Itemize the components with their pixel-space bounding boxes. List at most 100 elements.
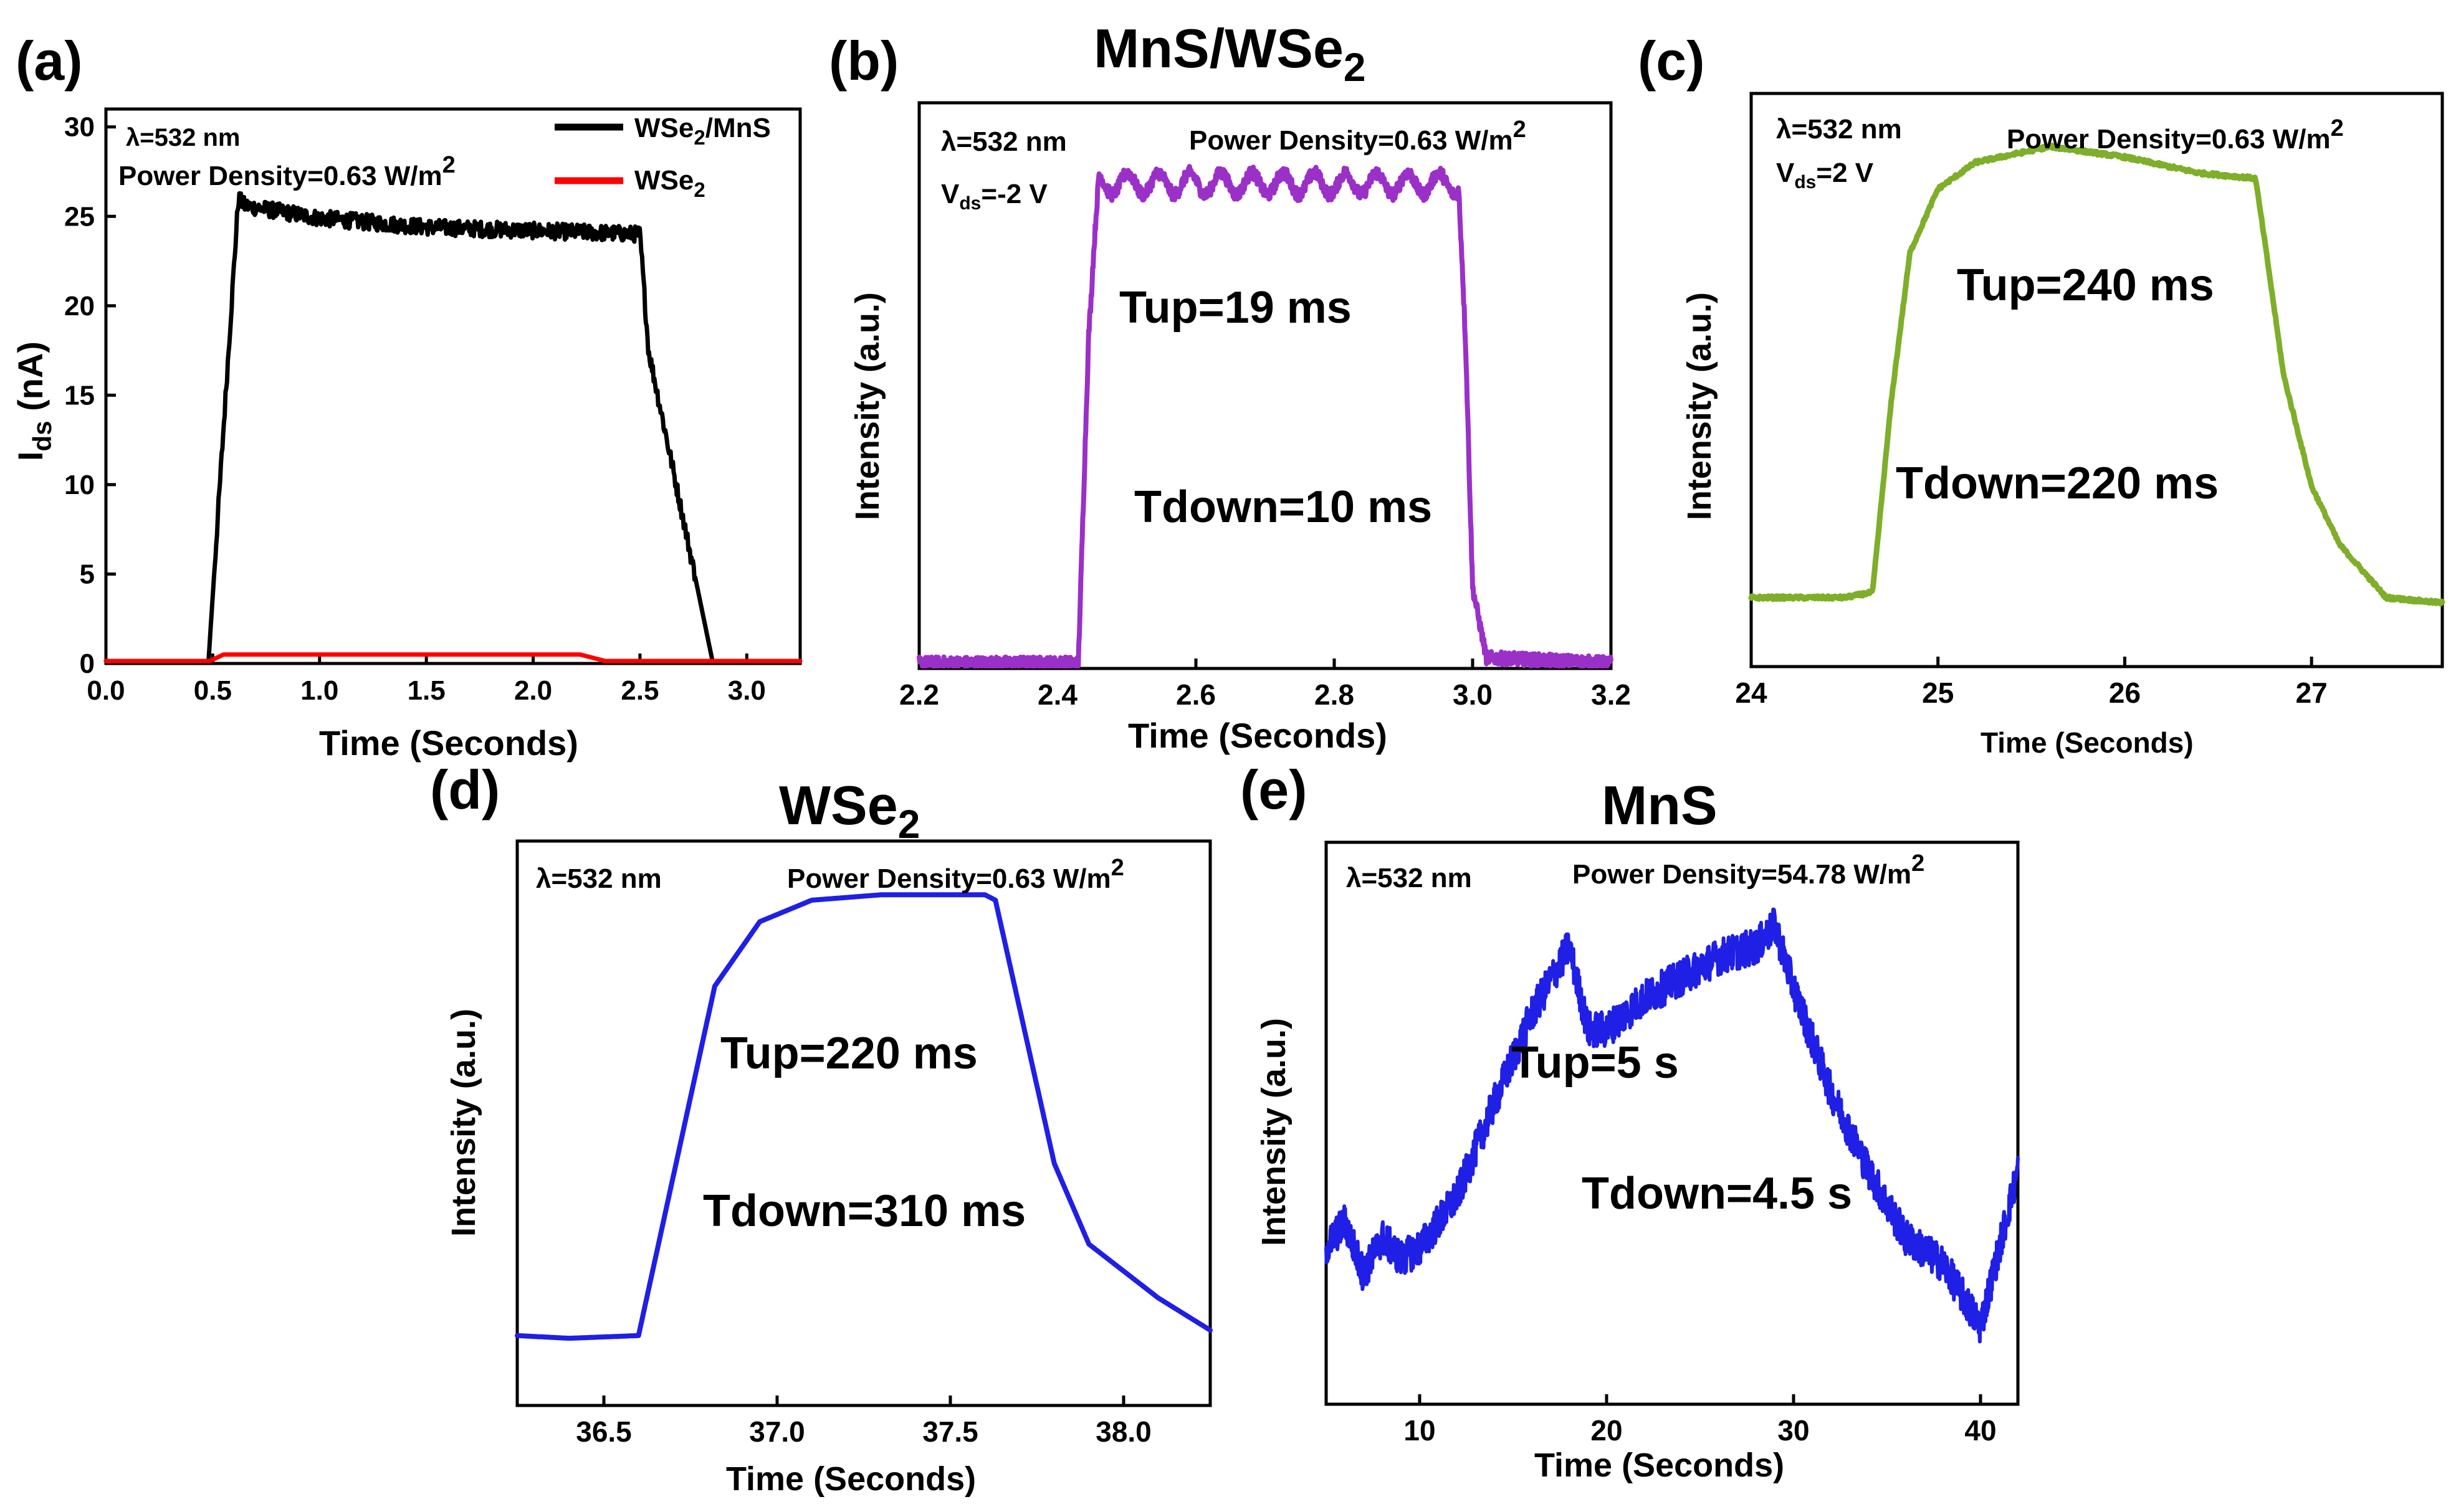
x-tick-label-c-3: 27 <box>2296 677 2328 709</box>
chart-title-d-main: WSe <box>779 774 898 836</box>
annotation-b-vds-suffix: =-2 V <box>981 179 1048 209</box>
annotation-b-tup: Tup=19 ms <box>1119 283 1352 333</box>
chart-title-b-main: MnS/WSe <box>1094 17 1344 79</box>
x-tick-label-b-3: 2.8 <box>1314 678 1354 711</box>
x-tick-label-e-3: 40 <box>1964 1414 1996 1447</box>
annotation-e-power-sup: 2 <box>1911 850 1924 877</box>
y-axis-label-a-sub: ds <box>27 421 57 451</box>
chart-title-e: MnS <box>1602 774 1718 836</box>
annotation-d-power: Power Density=0.63 W/m2 <box>787 855 1124 894</box>
series-line-a-0 <box>103 191 803 663</box>
x-ticks-b: 2.2 2.4 2.6 2.8 3.0 3.2 <box>899 659 1631 711</box>
chart-title-d: WSe2 <box>779 774 920 847</box>
annotation-b-power: Power Density=0.63 W/m2 <box>1189 116 1526 156</box>
y-axis-label-a-main: I <box>11 451 50 461</box>
annotation-b-vds: Vds=-2 V <box>941 179 1048 214</box>
x-tick-label-d-1: 37.0 <box>749 1415 805 1448</box>
annotation-d-power-text: Power Density=0.63 W/m <box>787 863 1111 894</box>
annotation-d-power-sup: 2 <box>1111 855 1124 881</box>
chart-title-b: MnS/WSe2 <box>1094 17 1366 90</box>
x-tick-label-e-2: 30 <box>1777 1414 1809 1447</box>
y-axis-label-e: Intensity (a.u.) <box>1255 1018 1293 1246</box>
legend-label-a-1-sub: 2 <box>694 178 705 201</box>
legend-label-a-0-suffix: /MnS <box>705 113 771 143</box>
x-tick-label-b-4: 3.0 <box>1453 678 1493 711</box>
panel-a: (a) 0.0 0.5 1.0 1.5 2.0 2.5 3.0 0 5 10 15 20 25 30 T… <box>11 30 803 763</box>
x-ticks-c: 24 25 26 27 <box>1735 657 2328 709</box>
y-axis-label-c: Intensity (a.u.) <box>1681 292 1718 520</box>
x-tick-label-c-2: 26 <box>2109 677 2141 709</box>
annotation-d-tup: Tup=220 ms <box>720 1029 978 1078</box>
annotation-e-power-text: Power Density=54.78 W/m <box>1572 859 1911 890</box>
annotation-b-vds-sub: ds <box>959 193 981 214</box>
annotation-a-power: Power Density=0.63 W/m2 <box>118 152 456 191</box>
y-tick-label-a-5: 25 <box>64 201 95 232</box>
annotation-a-power-text: Power Density=0.63 W/m <box>118 161 442 191</box>
annotation-a-wavelength: λ=532 nm <box>126 124 240 151</box>
annotation-c-power-text: Power Density=0.63 W/m <box>2007 124 2331 155</box>
series-line-e-0 <box>1324 907 2020 1344</box>
x-tick-label-e-0: 10 <box>1403 1414 1435 1447</box>
y-ticks-a: 0 5 10 15 20 25 30 <box>64 112 116 679</box>
panel-label-a: (a) <box>16 30 83 92</box>
series-line-c-0 <box>1748 142 2445 607</box>
x-tick-label-a-2: 1.0 <box>300 675 338 706</box>
x-ticks-d: 36.5 37.0 37.5 38.0 <box>576 1396 1152 1448</box>
annotation-c-vds-sub: ds <box>1794 172 1816 193</box>
annotation-a-power-sup: 2 <box>442 152 456 178</box>
annotation-c-power-sup: 2 <box>2331 115 2344 141</box>
annotation-c-wavelength: λ=532 nm <box>1776 114 1902 145</box>
x-tick-label-d-3: 38.0 <box>1096 1415 1152 1448</box>
x-tick-label-a-0: 0.0 <box>87 675 125 706</box>
y-axis-label-b: Intensity (a.u.) <box>849 292 886 520</box>
x-tick-label-c-0: 24 <box>1735 677 1767 709</box>
y-tick-label-a-6: 30 <box>64 112 95 143</box>
annotation-e-wavelength: λ=532 nm <box>1346 863 1472 893</box>
legend-label-a-0-sub: 2 <box>694 126 705 149</box>
x-axis-label-d: Time (Seconds) <box>726 1460 976 1498</box>
annotation-e-tdown: Tdown=4.5 s <box>1582 1169 1852 1219</box>
y-tick-label-a-4: 20 <box>64 291 95 321</box>
x-axis-label-c: Time (Seconds) <box>1981 726 2194 759</box>
x-tick-label-a-4: 2.0 <box>514 675 552 706</box>
plot-frame-d <box>515 839 1212 1407</box>
x-tick-label-e-1: 20 <box>1590 1414 1622 1447</box>
annotation-d-tdown: Tdown=310 ms <box>703 1186 1026 1236</box>
y-tick-label-a-3: 15 <box>64 380 95 411</box>
annotation-c-tup: Tup=240 ms <box>1957 260 2214 310</box>
annotation-c-vds-main: V <box>1776 158 1795 188</box>
x-tick-label-d-2: 37.5 <box>922 1415 978 1448</box>
legend-label-a-0-main: WSe <box>634 113 694 143</box>
series-group-a <box>103 191 803 663</box>
x-tick-label-b-2: 2.6 <box>1176 678 1216 711</box>
legend-label-a-1: WSe2 <box>634 165 705 201</box>
panel-b: (b) MnS/WSe2 2.2 2.4 2.6 2.8 3.0 3.2 Time (Se… <box>829 17 1631 755</box>
panel-label-b: (b) <box>829 30 899 92</box>
annotation-e-power: Power Density=54.78 W/m2 <box>1572 850 1924 890</box>
chart-title-b-sub: 2 <box>1344 45 1366 90</box>
series-group-e <box>1324 907 2020 1344</box>
x-tick-label-a-1: 0.5 <box>194 675 232 706</box>
annotation-b-power-text: Power Density=0.63 W/m <box>1189 125 1513 156</box>
y-tick-label-a-1: 5 <box>80 559 95 589</box>
y-tick-label-a-0: 0 <box>80 649 95 679</box>
y-axis-label-d: Intensity (a.u.) <box>445 1009 482 1237</box>
x-tick-label-a-3: 1.5 <box>408 675 446 706</box>
chart-title-d-sub: 2 <box>898 802 920 847</box>
panel-e: (e) MnS 10 20 30 40 Time (Seconds) Intensit… <box>1240 759 2020 1484</box>
annotation-b-tdown: Tdown=10 ms <box>1134 482 1432 532</box>
x-ticks-e: 10 20 30 40 <box>1403 1394 1997 1447</box>
y-axis-label-a-unit: (nA) <box>11 341 50 421</box>
series-group-b <box>917 164 1613 668</box>
x-tick-label-a-6: 3.0 <box>728 675 766 706</box>
series-line-d-0 <box>515 892 1213 1341</box>
annotation-c-vds: Vds=2 V <box>1776 158 1874 193</box>
plot-frame-c <box>1749 92 2444 668</box>
x-tick-label-c-1: 25 <box>1922 677 1954 709</box>
annotation-b-vds-main: V <box>941 179 960 209</box>
legend-label-a-1-main: WSe <box>634 165 694 196</box>
panel-d: (d) WSe2 36.5 37.0 37.5 38.0 Time (Seconds)… <box>430 759 1213 1498</box>
plot-frame-b <box>917 101 1613 670</box>
legend-a: WSe2/MnS WSe2 <box>555 113 771 201</box>
